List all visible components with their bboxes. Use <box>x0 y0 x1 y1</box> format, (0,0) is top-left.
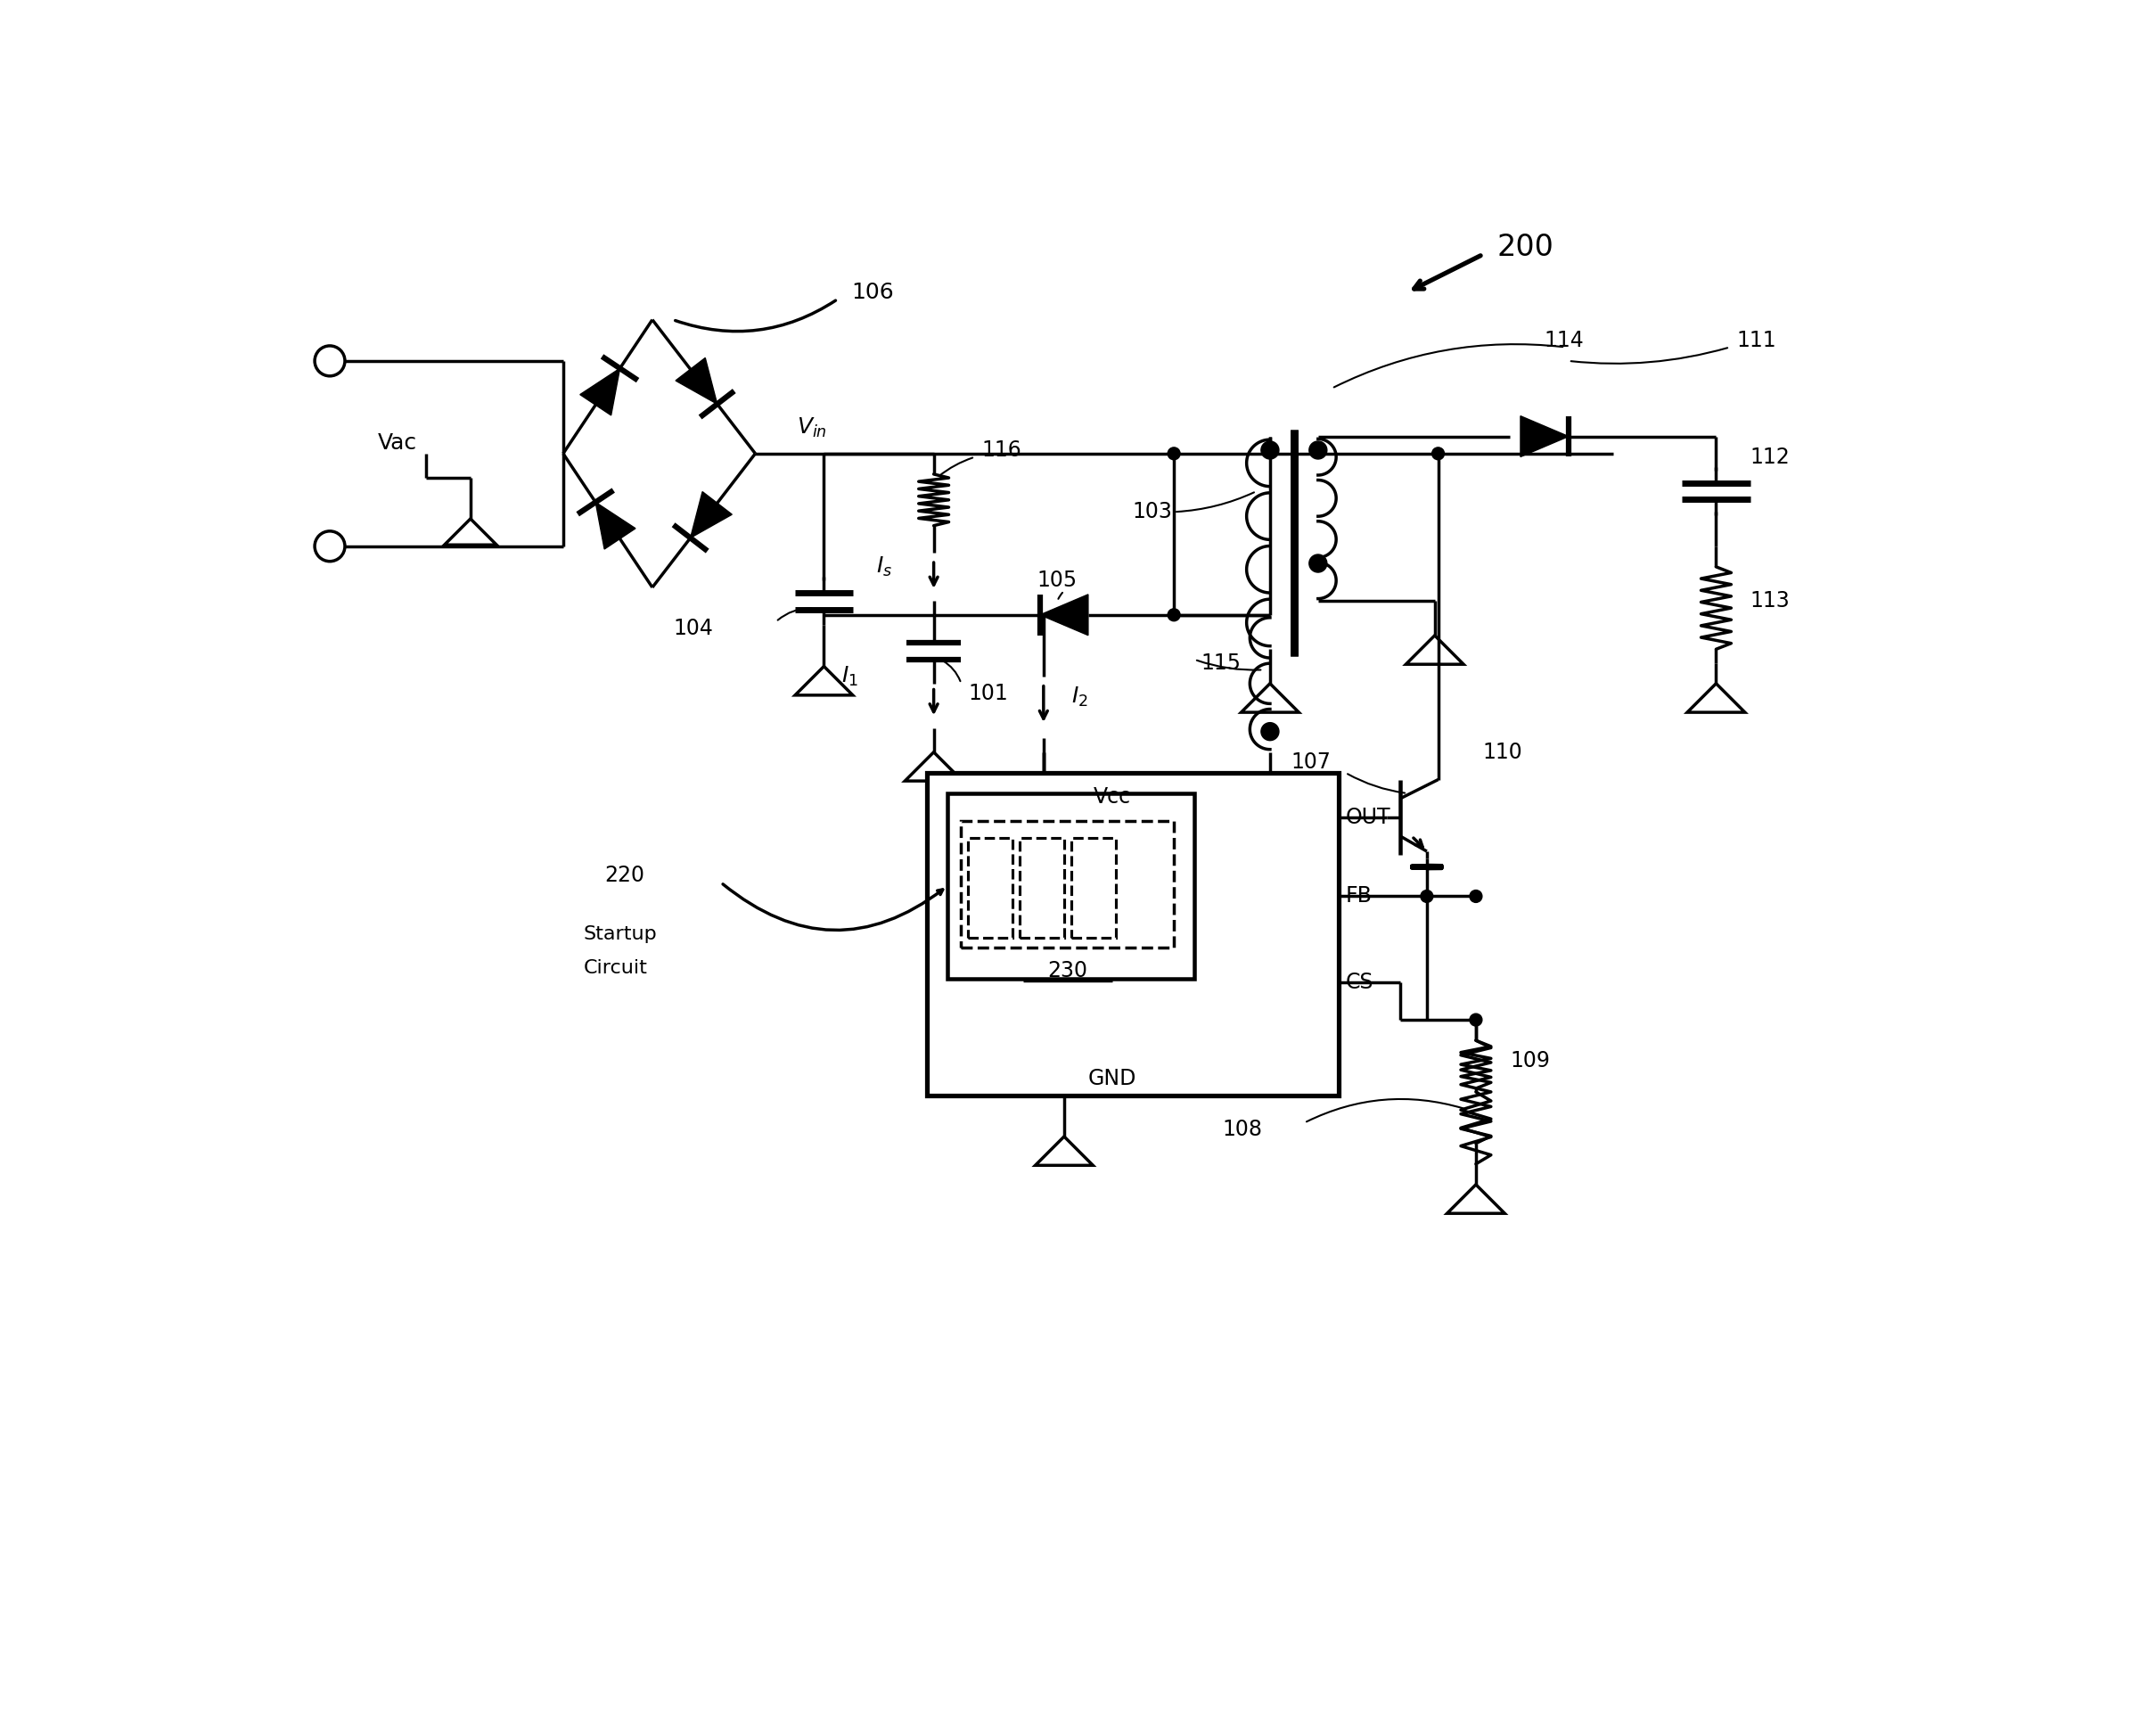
Bar <box>946 793 1194 979</box>
Text: 200: 200 <box>1496 232 1554 262</box>
Text: $I_2$: $I_2$ <box>1072 686 1087 708</box>
Text: 112: 112 <box>1751 447 1789 468</box>
Polygon shape <box>1039 594 1089 636</box>
Bar <box>1020 838 1065 937</box>
Text: 106: 106 <box>852 282 895 303</box>
Circle shape <box>1169 608 1179 622</box>
Text: 101: 101 <box>968 682 1007 705</box>
Text: 220: 220 <box>604 864 645 887</box>
Text: 108: 108 <box>1222 1119 1261 1140</box>
Bar <box>927 772 1339 1095</box>
Text: Vac: Vac <box>377 433 416 454</box>
Text: Circuit: Circuit <box>584 960 647 977</box>
Bar <box>962 821 1173 947</box>
Circle shape <box>1421 890 1434 902</box>
Text: Vcc: Vcc <box>1093 786 1132 807</box>
Circle shape <box>1261 442 1279 459</box>
Text: 114: 114 <box>1544 329 1585 352</box>
Text: 107: 107 <box>1291 752 1330 772</box>
Text: $V_{in}$: $V_{in}$ <box>796 416 826 440</box>
Text: 105: 105 <box>1037 570 1076 591</box>
Text: Startup: Startup <box>584 925 658 942</box>
Circle shape <box>1309 442 1326 459</box>
Text: GND: GND <box>1089 1067 1136 1089</box>
Circle shape <box>1470 890 1481 902</box>
Circle shape <box>1432 447 1445 459</box>
Circle shape <box>1169 447 1179 459</box>
Text: 110: 110 <box>1483 741 1522 762</box>
Text: FB: FB <box>1345 885 1371 908</box>
Text: 103: 103 <box>1132 501 1173 523</box>
Polygon shape <box>580 369 621 416</box>
Text: $I_s$: $I_s$ <box>875 556 893 578</box>
Text: OUT: OUT <box>1345 807 1391 828</box>
Text: 109: 109 <box>1509 1050 1550 1072</box>
Polygon shape <box>1520 416 1570 457</box>
Bar <box>1072 838 1115 937</box>
Bar <box>968 838 1013 937</box>
Text: 230: 230 <box>1048 960 1087 980</box>
Text: 115: 115 <box>1201 653 1242 674</box>
Text: $I_1$: $I_1$ <box>841 665 858 688</box>
Text: 113: 113 <box>1751 591 1789 611</box>
Polygon shape <box>595 502 636 549</box>
Circle shape <box>1470 1013 1481 1025</box>
Polygon shape <box>675 359 718 404</box>
Text: 116: 116 <box>981 440 1022 461</box>
Text: CS: CS <box>1345 972 1373 992</box>
Polygon shape <box>690 492 733 539</box>
Text: 104: 104 <box>673 618 714 639</box>
Text: 111: 111 <box>1738 329 1777 352</box>
Circle shape <box>1309 554 1326 572</box>
Circle shape <box>1261 722 1279 741</box>
